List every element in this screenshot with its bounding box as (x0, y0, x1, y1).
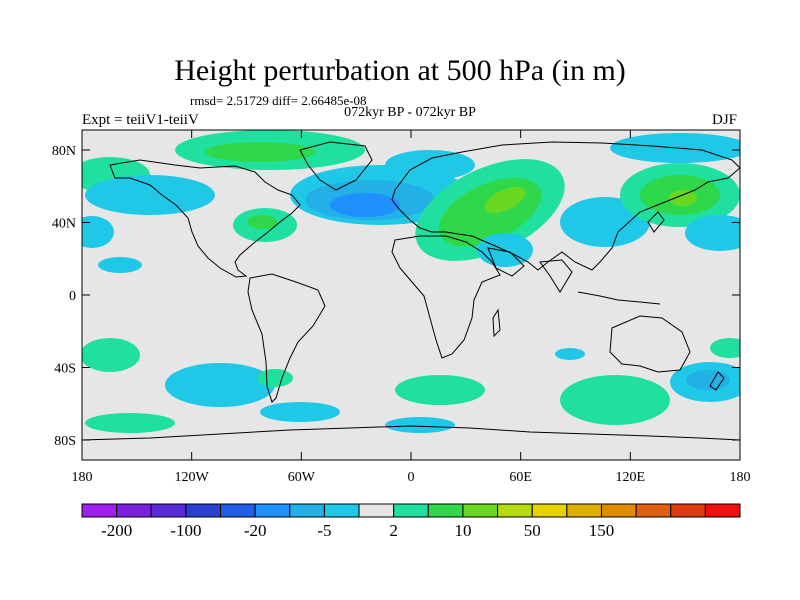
latitude-axis: 80N 40N 0 40S 80S (52, 144, 740, 449)
anomaly-region (82, 216, 114, 248)
anomaly-region (560, 375, 670, 425)
anomaly-region (205, 142, 315, 162)
longitude-axis: 180 120W 60W 0 60E 120E 180 (72, 130, 751, 485)
coastline-south-america (247, 273, 326, 403)
colorbar-swatch (670, 503, 706, 518)
colorbar-label: 10 (454, 521, 471, 540)
colorbar-label: -200 (101, 521, 132, 540)
lon-tick-label: 120E (616, 470, 646, 485)
colorbar-label: -5 (317, 521, 331, 540)
colorbar-swatch (497, 503, 533, 518)
colorbar-swatch (150, 503, 187, 518)
colorbar-swatch (531, 503, 568, 518)
anomaly-region (395, 375, 485, 405)
lon-tick-label: 180 (730, 470, 751, 485)
colorbar-swatch (393, 503, 429, 518)
coastline-australia (609, 315, 691, 373)
colorbar-swatch (462, 503, 499, 518)
experiment-label: Expt = teiiV1-teiiV (82, 112, 199, 128)
coastline-new-zealand (709, 371, 725, 391)
coastline-japan (647, 211, 665, 233)
coastline-india (539, 259, 573, 293)
coastline-madagascar (492, 308, 501, 338)
colorbar-swatch (427, 503, 464, 518)
colorbar-swatch (116, 503, 152, 518)
colorbar-swatch (185, 503, 222, 518)
anomaly-region (484, 187, 526, 213)
coastline-indonesia (577, 291, 661, 305)
lat-tick-label: 80N (52, 144, 76, 159)
lon-tick-label: 60W (288, 470, 316, 485)
lat-tick-label: 40N (52, 217, 76, 232)
coastline-greenland (299, 141, 373, 191)
coastline-africa (391, 235, 501, 359)
colorbar-swatch (323, 503, 360, 518)
colorbar: -200 -100 -20 -5 2 10 50 150 (81, 503, 741, 540)
anomaly-region (385, 417, 455, 433)
anomaly-region (686, 370, 730, 390)
colorbar-swatch (358, 503, 395, 518)
lat-tick-label: 0 (69, 289, 76, 304)
anomaly-region (257, 369, 293, 387)
plot-subtitle: 072kyr BP - 072kyr BP (344, 105, 476, 120)
lon-tick-label: 60E (509, 470, 532, 485)
colorbar-label: 150 (589, 521, 615, 540)
anomaly-region (710, 338, 740, 358)
colorbar-label: 2 (389, 521, 398, 540)
lat-tick-label: 40S (54, 362, 76, 377)
anomaly-region (85, 175, 215, 215)
anomaly-region (260, 402, 340, 422)
coastline-arabia (487, 247, 525, 277)
anomaly-contours (82, 130, 740, 433)
lon-tick-label: 180 (72, 470, 93, 485)
colorbar-swatch (635, 503, 672, 518)
colorbar-label: 50 (524, 521, 541, 540)
colorbar-swatch (566, 503, 602, 518)
coastline-antarctica (82, 425, 740, 441)
colorbar-swatch (254, 503, 291, 518)
season-label: DJF (712, 112, 738, 128)
plot-title: Height perturbation at 500 hPa (in m) (174, 54, 626, 87)
colorbar-swatch (704, 503, 741, 518)
coastline-north-america (109, 159, 301, 278)
colorbar-swatch (289, 503, 325, 518)
anomaly-region (385, 150, 475, 180)
lat-tick-label: 80S (54, 434, 76, 449)
coastline-eurasia (391, 141, 740, 271)
anomaly-region (669, 190, 697, 206)
lon-tick-label: 0 (408, 470, 415, 485)
colorbar-swatch (600, 503, 637, 518)
lon-tick-label: 120W (175, 470, 210, 485)
anomaly-region (85, 413, 175, 433)
colorbar-label: -100 (170, 521, 201, 540)
coastlines (82, 141, 740, 441)
anomaly-region (165, 363, 275, 407)
colorbar-label: -20 (244, 521, 267, 540)
anomaly-region (330, 193, 400, 217)
anomaly-region (98, 257, 142, 273)
anomaly-region (685, 215, 740, 251)
colorbar-swatch (220, 503, 256, 518)
anomaly-region (555, 348, 585, 360)
colorbar-swatch (81, 503, 118, 518)
anomaly-region (247, 215, 277, 229)
stats-label: rmsd= 2.51729 diff= 2.66485e-08 (190, 93, 367, 108)
anomaly-region (82, 338, 140, 372)
